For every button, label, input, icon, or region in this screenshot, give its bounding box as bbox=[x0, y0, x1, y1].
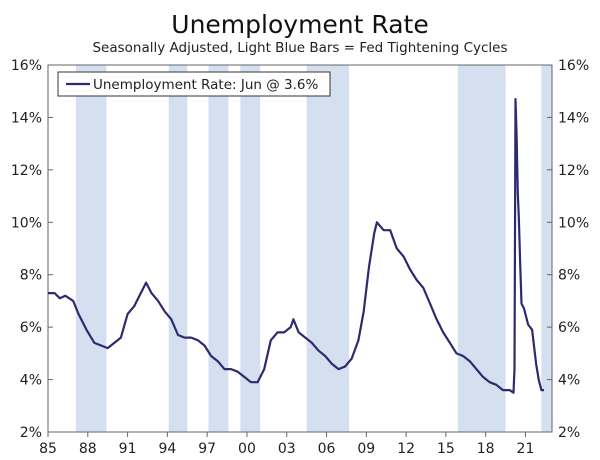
x-tick-label: 97 bbox=[198, 441, 216, 457]
y-tick-label-right: 4% bbox=[558, 373, 580, 389]
tightening-band-5 bbox=[306, 65, 350, 432]
y-axis-right: 2% 4% 6% 8% 10% 12% 14% 16% bbox=[547, 58, 589, 441]
chart-title: Unemployment Rate bbox=[171, 10, 428, 39]
y-tick-label-left: 8% bbox=[20, 268, 42, 284]
x-tick-label: 88 bbox=[79, 441, 97, 457]
y-tick-label-right: 14% bbox=[558, 110, 589, 126]
x-axis: 85 88 91 94 97 00 03 06 09 12 15 18 21 bbox=[39, 432, 534, 457]
y-tick-label-right: 10% bbox=[558, 215, 589, 231]
legend-label: Unemployment Rate: Jun @ 3.6% bbox=[93, 77, 318, 93]
tightening-band-7 bbox=[541, 65, 552, 432]
legend-box bbox=[57, 71, 331, 97]
y-tick-label-left: 12% bbox=[11, 163, 42, 179]
x-tick-label: 06 bbox=[318, 441, 336, 457]
x-tick-label: 09 bbox=[357, 441, 375, 457]
tightening-bands bbox=[75, 65, 552, 432]
tightening-band-4 bbox=[240, 65, 261, 432]
x-tick-label: 91 bbox=[119, 441, 137, 457]
y-tick-label-right: 2% bbox=[558, 425, 580, 441]
x-tick-label: 21 bbox=[517, 441, 535, 457]
y-tick-label-left: 14% bbox=[11, 110, 42, 126]
tightening-band-2 bbox=[168, 65, 188, 432]
plot-frame bbox=[47, 64, 553, 433]
x-tick-label: 12 bbox=[397, 441, 415, 457]
x-tick-label: 94 bbox=[158, 441, 176, 457]
x-tick-label: 18 bbox=[477, 441, 495, 457]
y-tick-label-right: 6% bbox=[558, 320, 580, 336]
y-tick-label-right: 12% bbox=[558, 163, 589, 179]
tightening-band-1 bbox=[75, 65, 107, 432]
x-tick-label: 15 bbox=[437, 441, 455, 457]
y-tick-label-left: 4% bbox=[20, 373, 42, 389]
unemployment-rate-line bbox=[48, 98, 544, 394]
x-tick-label: 03 bbox=[278, 441, 296, 457]
y-axis-left: 2% 4% 6% 8% 10% 12% 14% 16% bbox=[11, 58, 53, 441]
tightening-band-6 bbox=[457, 65, 506, 432]
x-tick-label: 85 bbox=[39, 441, 57, 457]
x-tick-label: 00 bbox=[238, 441, 256, 457]
y-tick-label-left: 6% bbox=[20, 320, 42, 336]
tightening-band-3 bbox=[208, 65, 229, 432]
chart-subtitle: Seasonally Adjusted, Light Blue Bars = F… bbox=[92, 40, 507, 56]
y-tick-label-right: 8% bbox=[558, 268, 580, 284]
y-tick-label-left: 10% bbox=[11, 215, 42, 231]
y-tick-label-left: 16% bbox=[11, 58, 42, 74]
y-tick-label-left: 2% bbox=[20, 425, 42, 441]
legend: Unemployment Rate: Jun @ 3.6% bbox=[57, 71, 331, 97]
y-tick-label-right: 16% bbox=[558, 58, 589, 74]
